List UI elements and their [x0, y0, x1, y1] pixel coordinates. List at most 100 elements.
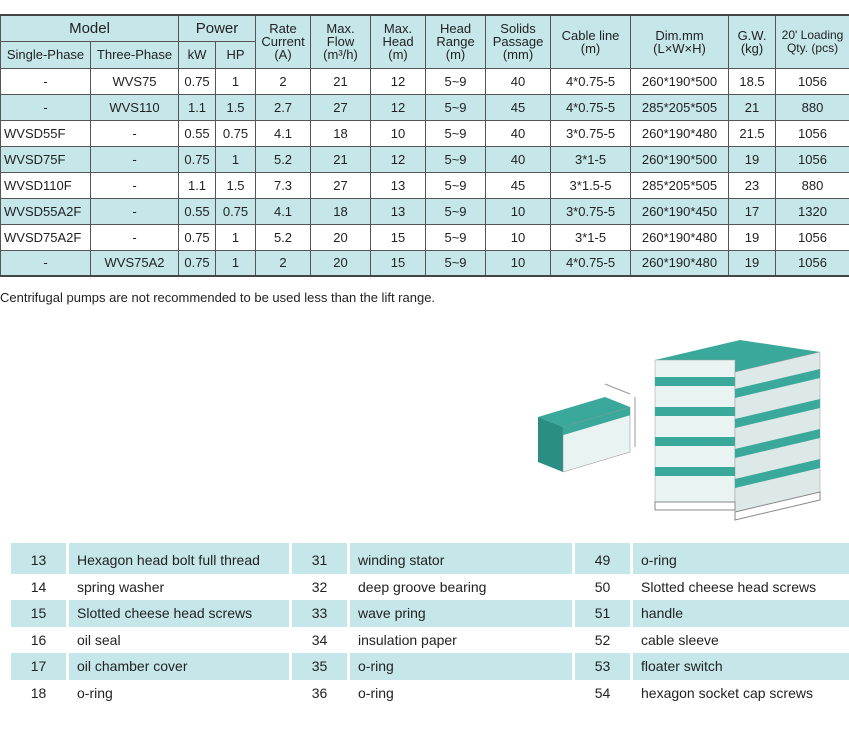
spec-cell: 5~9 [425, 223, 487, 251]
spec-cell: WVSD75A2F [0, 223, 91, 251]
spec-cell: - [89, 223, 180, 251]
spec-cell: 1.5 [215, 93, 257, 121]
part-number: 49 [575, 547, 630, 574]
spec-cell: 4.1 [255, 119, 312, 147]
spec-cell: 12 [370, 93, 427, 121]
spec-cell: 27 [310, 171, 372, 199]
spec-cell: - [89, 197, 180, 225]
spec-row: - WVS110 1.1 1.5 2.7 27 12 5~9 45 4*0.75-5 285*205… [0, 93, 849, 121]
part-name: o-ring [358, 684, 394, 701]
header-gw: G.W. (kg) [728, 14, 777, 69]
spec-cell: - [89, 171, 180, 199]
spec-cell: 0.75 [178, 67, 217, 95]
spec-cell: 23 [728, 171, 777, 199]
header-hp: HP [215, 40, 257, 69]
spec-cell: 2 [255, 67, 312, 95]
spec-cell: 1.1 [178, 93, 217, 121]
pallet-packaging-illustration [538, 340, 821, 521]
spec-cell: 17 [728, 197, 777, 225]
part-name: Slotted cheese head screws [69, 600, 289, 627]
spec-cell: 260*190*500 [630, 145, 730, 173]
header-kw: kW [178, 40, 217, 69]
header-three: Three-Phase [89, 40, 180, 69]
spec-cell: 21 [728, 93, 777, 121]
spec-cell: 40 [485, 145, 552, 173]
part-number: 50 [594, 578, 611, 595]
spec-cell: 21 [310, 145, 372, 173]
part-number: 51 [575, 600, 630, 627]
header-dim: Dim.mm (L×W×H) [630, 14, 730, 69]
spec-cell: - [89, 145, 180, 173]
part-number: 31 [292, 547, 347, 574]
spec-cell: 7.3 [255, 171, 312, 199]
part-number: 13 [11, 547, 66, 574]
spec-cell: WVSD110F [0, 171, 91, 199]
spec-row: - WVS75A2 0.75 1 2 20 15 5~9 10 4*0.75-5 260*190*4… [0, 249, 849, 277]
parts-row: 18 o-ring 36 o-ring 54 hexagon socket cap scr… [11, 680, 849, 707]
spec-cell: 260*190*480 [630, 223, 730, 251]
part-name: o-ring [350, 653, 572, 680]
spec-row: WVSD55A2F -0.55 0.75 4.1 18 13 5~9 10 3*0.75-5 26… [0, 197, 849, 225]
part-number: 36 [311, 684, 328, 701]
note-text: Centrifugal pumps are not recommended to… [0, 290, 436, 305]
spec-cell: 21 [310, 67, 372, 95]
header-loading: 20' Loading Qty. (pcs) [775, 14, 849, 69]
spec-cell: 10 [370, 119, 427, 147]
part-name: winding stator [350, 547, 572, 574]
part-number: 34 [311, 631, 328, 648]
spec-cell: WVSD55F [0, 119, 91, 147]
parts-row: 16 oil seal 34 insulation paper 52 cable slee… [11, 627, 849, 654]
spec-cell: 20 [310, 249, 372, 277]
spec-row: WVSD110F -1.1 1.5 7.3 27 13 5~9 45 3*1.5-5 285*20… [0, 171, 849, 199]
part-number: 53 [575, 653, 630, 680]
header-power: Power [178, 14, 257, 42]
spec-cell: - [0, 249, 91, 277]
spec-cell: 5.2 [255, 145, 312, 173]
part-number: 18 [30, 684, 47, 701]
spec-cell: 1 [215, 145, 257, 173]
spec-cell: 3*1.5-5 [550, 171, 632, 199]
part-name: o-ring [77, 684, 113, 701]
spec-cell: 3*0.75-5 [550, 119, 632, 147]
spec-cell: 1 [215, 223, 257, 251]
spec-cell: 12 [370, 67, 427, 95]
part-name: cable sleeve [641, 631, 719, 648]
spec-cell: 18 [310, 197, 372, 225]
part-name: insulation paper [358, 631, 457, 648]
spec-cell: - [0, 67, 91, 95]
spec-cell: WVSD55A2F [0, 197, 91, 225]
spec-cell: 1056 [775, 145, 849, 173]
part-number: 35 [292, 653, 347, 680]
part-number: 52 [594, 631, 611, 648]
spec-cell: 260*190*500 [630, 67, 730, 95]
header-max-flow: Max. Flow (m³/h) [310, 14, 372, 69]
part-name: oil chamber cover [69, 653, 289, 680]
part-name: Hexagon head bolt full thread [69, 547, 289, 574]
spec-cell: 5.2 [255, 223, 312, 251]
spec-cell: 19 [728, 145, 777, 173]
spec-cell: 10 [485, 249, 552, 277]
spec-cell: 40 [485, 119, 552, 147]
spec-cell: 18 [310, 119, 372, 147]
header-rate-current: Rate Current (A) [255, 14, 312, 69]
part-number: 14 [30, 578, 47, 595]
spec-cell: 0.55 [178, 197, 217, 225]
spec-cell: 2.7 [255, 93, 312, 121]
parts-row: 14 spring washer 32 deep groove bearing 50 Sl… [11, 574, 849, 601]
spec-cell: 5~9 [425, 249, 487, 277]
part-name: hexagon socket cap screws [641, 684, 813, 701]
part-number: 15 [11, 600, 66, 627]
spec-cell: 3*1-5 [550, 145, 632, 173]
spec-cell: 19 [728, 223, 777, 251]
spec-row: WVSD75A2F -0.75 1 5.2 20 15 5~9 10 3*1-5 260*190*… [0, 223, 849, 251]
spec-cell: - [0, 93, 91, 121]
part-name: oil seal [77, 631, 121, 648]
spec-row: WVSD55F -0.55 0.75 4.1 18 10 5~9 40 3*0.75-5 260*… [0, 119, 849, 147]
spec-cell: 260*190*450 [630, 197, 730, 225]
spec-table: Model Power Rate Current (A) Max. Flow (m… [0, 14, 849, 277]
part-number: 33 [292, 600, 347, 627]
spec-cell: 1.1 [178, 171, 217, 199]
spec-cell: 10 [485, 197, 552, 225]
spec-cell: 0.75 [178, 223, 217, 251]
header-head-range: Head Range (m) [425, 14, 487, 69]
